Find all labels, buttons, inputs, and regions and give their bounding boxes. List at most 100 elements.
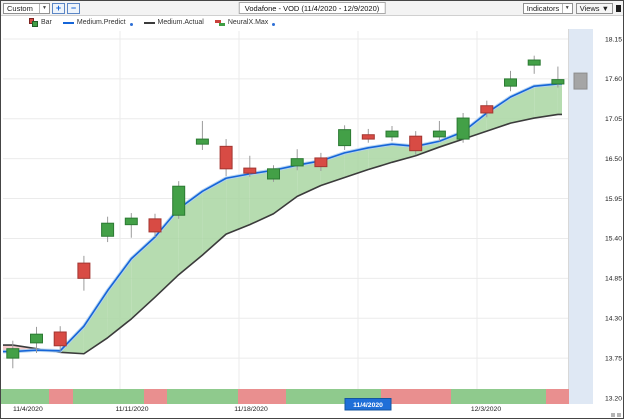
chevron-down-icon: ▼ — [39, 3, 49, 13]
band-segment-positive — [534, 83, 558, 119]
legend-label: Medium.Actual — [157, 19, 204, 26]
y-tick-label: 16.50 — [605, 156, 622, 163]
y-tick-label: 13.20 — [605, 395, 622, 402]
x-tick-label: 11/18/2020 — [234, 406, 268, 413]
x-tick-label: 12/3/2020 — [471, 406, 501, 413]
window-corner-mark — [616, 4, 621, 12]
medium-actual-line — [3, 113, 562, 355]
signal-segment-down — [381, 389, 451, 404]
band-segment-positive — [368, 144, 392, 170]
candle-up — [456, 117, 470, 140]
candle-up — [432, 130, 446, 138]
x-tick-label: 11/11/2020 — [115, 406, 148, 413]
chevron-down-icon: ▼ — [561, 3, 572, 13]
toolbar-right-group: Indicators ▼ Views ▼ — [522, 2, 621, 14]
legend-item-bar[interactable]: Bar — [29, 18, 52, 27]
x-axis: 11/4/2020 11/11/2020 11/18/2020 11/4/2020 12… — [13, 398, 501, 413]
band-segment-positive — [344, 147, 369, 178]
candle-down — [243, 167, 257, 174]
candle-up — [267, 168, 280, 180]
candle-up — [551, 79, 565, 85]
indicators-label: Indicators — [526, 3, 560, 13]
neuralx-icon — [214, 19, 225, 27]
range-selector-value: Custom — [7, 3, 33, 13]
selected-date-highlight[interactable] — [344, 398, 392, 411]
candle-up — [338, 129, 352, 147]
neuralx-signal-strip — [1, 389, 569, 404]
band-segment-positive — [415, 141, 440, 156]
legend-item-medium-predict[interactable]: Medium.Predict — [62, 19, 133, 26]
band-segment-positive — [107, 258, 132, 338]
candlestick-chart: 11/4/2020 11/11/2020 11/18/2020 11/4/2020 12… — [1, 29, 622, 413]
legend-item-medium-actual[interactable]: Medium.Actual — [143, 19, 204, 26]
chart-legend: Bar Medium.Predict Medium.Actual NeuralX.Ma… — [29, 17, 276, 28]
candle-down — [77, 262, 91, 279]
x-tick-label: 11/4/2020 — [13, 406, 43, 413]
legend-label: Medium.Predict — [76, 19, 126, 26]
candles — [6, 55, 565, 369]
predict-actual-band — [3, 83, 562, 354]
future-date-column — [568, 29, 593, 404]
signal-segment-down — [144, 389, 167, 404]
chart-title: Vodafone - VOD (11/4/2020 - 12/9/2020) — [238, 2, 386, 14]
medium-predict-line — [3, 83, 562, 353]
zoom-in-button[interactable]: + — [52, 2, 65, 14]
band-segment-positive — [83, 290, 108, 354]
blue-line-icon — [62, 21, 74, 24]
chevron-down-icon: ▼ — [601, 3, 609, 13]
indicators-dropdown[interactable]: Indicators ▼ — [522, 2, 573, 14]
legend-item-neuralx-max[interactable]: NeuralX.Max — [214, 19, 276, 27]
band-segment-positive — [557, 83, 562, 115]
band-segment-positive — [131, 236, 155, 319]
candle-down — [480, 105, 494, 114]
legend-label: Bar — [41, 19, 52, 26]
y-tick-label: 17.05 — [605, 116, 622, 123]
legend-indicator-dot — [272, 23, 276, 26]
candle-down — [409, 135, 423, 152]
zoom-out-button[interactable]: − — [67, 2, 80, 14]
candle-up — [195, 138, 209, 145]
candle-icon — [29, 18, 38, 27]
candle-down — [361, 134, 375, 140]
y-tick-label: 18.15 — [605, 36, 622, 43]
signal-segment-up — [451, 389, 546, 404]
dark-line-icon — [143, 21, 155, 24]
toolbar: Custom ▼ + − Vodafone - VOD (11/4/2020 -… — [1, 1, 623, 16]
signal-segment-up — [73, 389, 144, 404]
signal-segment-down — [546, 389, 569, 404]
range-selector-dropdown[interactable]: Custom ▼ — [3, 2, 50, 14]
views-button[interactable]: Views ▼ — [575, 2, 613, 14]
y-tick-label: 13.75 — [605, 355, 622, 362]
candle-up — [527, 59, 541, 66]
candle-down — [148, 218, 162, 233]
candle-down — [314, 157, 328, 168]
views-label: Views — [579, 3, 600, 13]
candle-up — [172, 185, 186, 216]
candle-up — [6, 348, 20, 359]
scroll-right-icon[interactable] — [617, 413, 621, 417]
signal-segment-up — [167, 389, 238, 404]
candle-up — [385, 130, 399, 138]
candle-up — [101, 222, 115, 237]
signal-segment-up — [1, 389, 49, 404]
y-axis: 18.15 17.60 17.05 16.50 15.95 15.40 14.85 14.30… — [605, 36, 622, 402]
candle-up — [30, 333, 43, 344]
scroll-left-icon[interactable] — [611, 413, 615, 417]
legend-label: NeuralX.Max — [227, 19, 269, 26]
band-segment-positive — [249, 170, 274, 225]
y-tick-label: 17.60 — [605, 76, 622, 83]
band-segment-positive — [486, 97, 511, 132]
band-segment-positive — [202, 178, 227, 256]
legend-indicator-dot — [129, 23, 133, 26]
candle-up — [124, 217, 138, 226]
y-tick-label: 14.30 — [605, 316, 622, 323]
y-tick-label: 14.85 — [605, 276, 622, 283]
band-segment-positive — [226, 173, 250, 235]
forecast-bar-marker — [573, 72, 588, 90]
candle-up — [504, 78, 517, 87]
candle-down — [53, 331, 67, 347]
candle-down — [219, 145, 233, 170]
scrollbar-corner[interactable] — [611, 413, 621, 417]
signal-segment-down — [49, 389, 73, 404]
